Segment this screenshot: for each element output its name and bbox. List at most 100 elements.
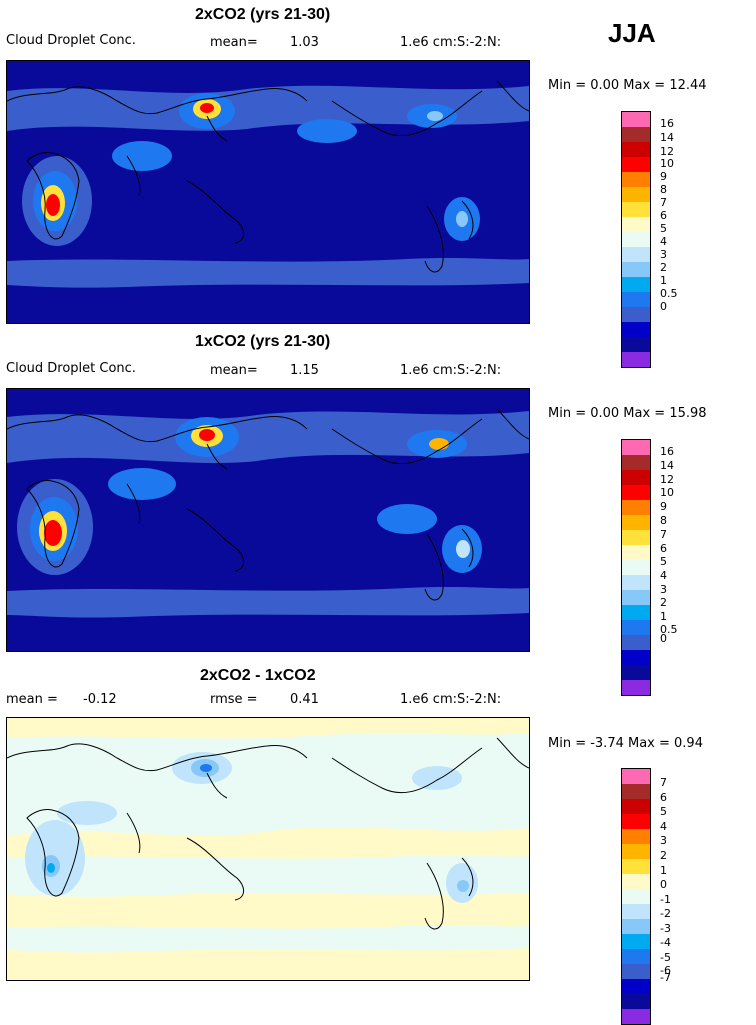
colorbar-swatch [622, 307, 650, 322]
colorbar-swatch [622, 874, 650, 889]
colorbar-swatch [622, 889, 650, 904]
colorbar-swatch [622, 1009, 650, 1024]
colorbar-swatch [622, 262, 650, 277]
colorbar-swatch [622, 277, 650, 292]
field-cell [47, 863, 55, 873]
colorbar-swatch [622, 232, 650, 247]
field-cell [46, 194, 60, 216]
season-label: JJA [608, 18, 656, 48]
colorbar-swatch [622, 157, 650, 172]
colorbar-tick: 7 [660, 776, 667, 789]
colorbar-tick: 14 [660, 131, 674, 144]
colorbar-swatch [622, 500, 650, 515]
colorbar-swatch [622, 530, 650, 545]
colorbar-swatch [622, 127, 650, 142]
colorbar-tick: -2 [660, 907, 671, 920]
coastlines [7, 408, 529, 601]
colorbar-swatch [622, 919, 650, 934]
colorbar [621, 111, 651, 368]
rmse-label: rmse = [210, 692, 258, 707]
colorbar-swatch [622, 994, 650, 1009]
field-cell [200, 764, 212, 772]
colorbar-swatch [622, 799, 650, 814]
band-north [7, 85, 529, 131]
colorbar-tick: 2 [660, 261, 667, 274]
min-max-label: Min = 0.00 Max = 15.98 [548, 406, 707, 421]
colorbar-swatch [622, 829, 650, 844]
field-cell [200, 103, 214, 113]
colorbar-swatch [622, 515, 650, 530]
panel-title: 2xCO2 - 1xCO2 [200, 667, 316, 684]
colorbar-swatch [622, 964, 650, 979]
colorbar-swatch [622, 620, 650, 635]
field-cell [297, 119, 357, 143]
colorbar-tick: 8 [660, 514, 667, 527]
band-south [7, 587, 529, 618]
colorbar-swatch [622, 934, 650, 949]
colorbar-tick: 4 [660, 235, 667, 248]
colorbar-tick: 4 [660, 569, 667, 582]
mean-value: 1.15 [290, 363, 319, 378]
colorbar-tick: 1 [660, 864, 667, 877]
colorbar-swatch [622, 560, 650, 575]
colorbar-tick: 9 [660, 500, 667, 513]
min-max-label: Min = 0.00 Max = 12.44 [548, 78, 707, 93]
field-cell [429, 438, 449, 450]
field-label: Cloud Droplet Conc. [6, 33, 136, 48]
colorbar-swatch [622, 769, 650, 784]
colorbar-tick: 2 [660, 596, 667, 609]
colorbar-tick: 8 [660, 183, 667, 196]
field-cell [412, 766, 462, 790]
units-label: 1.e6 cm:S:-2:N: [400, 363, 502, 378]
field-cell [112, 141, 172, 171]
colorbar-tick: 7 [660, 196, 667, 209]
colorbar-tick: 6 [660, 209, 667, 222]
colorbar-tick: 0 [660, 300, 667, 313]
field-cell [377, 504, 437, 534]
colorbar-tick: 2 [660, 849, 667, 862]
colorbar-tick: 3 [660, 248, 667, 261]
colorbar-tick: -6 [660, 964, 671, 977]
colorbar-tick: 9 [660, 170, 667, 183]
colorbar-swatch [622, 337, 650, 352]
colorbar-swatch [622, 590, 650, 605]
units-label: 1.e6 cm:S:-2:N: [400, 692, 502, 707]
mean-label: mean= [210, 363, 258, 378]
mean-label: mean = [6, 692, 58, 707]
field-cell [427, 111, 443, 121]
colorbar-tick: 6 [660, 791, 667, 804]
colorbar-swatch [622, 665, 650, 680]
rmse-value: 0.41 [290, 692, 319, 707]
colorbar-tick: 5 [660, 222, 667, 235]
field-label: Cloud Droplet Conc. [6, 361, 136, 376]
colorbar-tick: 0.5 [660, 287, 678, 300]
colorbar-tick: 10 [660, 157, 674, 170]
colorbar-tick: 12 [660, 145, 674, 158]
coastlines [7, 80, 529, 273]
colorbar-swatch [622, 575, 650, 590]
colorbar-tick: 16 [660, 117, 674, 130]
colorbar-tick: 10 [660, 486, 674, 499]
colorbar [621, 768, 651, 1025]
colorbar-swatch [622, 352, 650, 367]
colorbar-swatch [622, 814, 650, 829]
coastlines [7, 737, 529, 930]
colorbar-swatch [622, 455, 650, 470]
colorbar-tick: 7 [660, 528, 667, 541]
colorbar-tick: 3 [660, 834, 667, 847]
colorbar-swatch [622, 949, 650, 964]
colorbar-swatch [622, 650, 650, 665]
colorbar-swatch [622, 605, 650, 620]
map-1xco2 [6, 388, 530, 652]
colorbar-swatch [622, 142, 650, 157]
colorbar-swatch [622, 485, 650, 500]
map-difference [6, 717, 530, 981]
colorbar [621, 439, 651, 696]
colorbar-swatch [622, 784, 650, 799]
colorbar-swatch [622, 680, 650, 695]
field-cell [456, 211, 468, 227]
colorbar-tick: 1 [660, 274, 667, 287]
colorbar-tick: 4 [660, 820, 667, 833]
colorbar-swatch [622, 635, 650, 650]
colorbar-swatch [622, 322, 650, 337]
